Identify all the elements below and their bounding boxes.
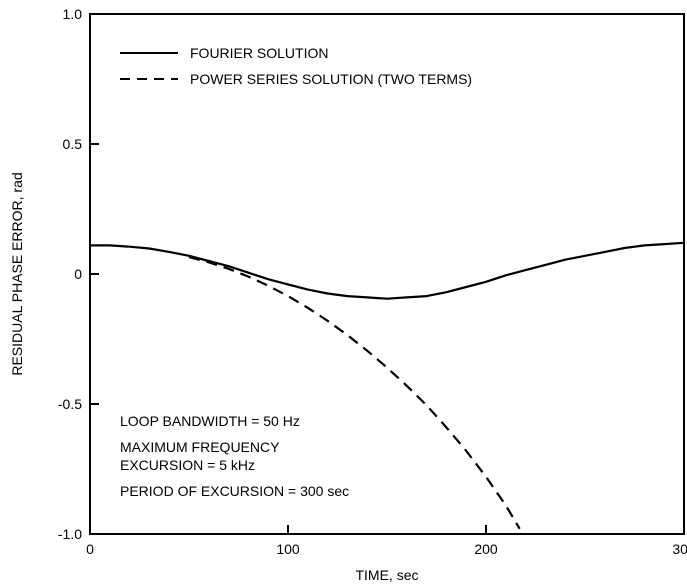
annotation-block: LOOP BANDWIDTH = 50 Hz MAXIMUM FREQUENCY… (120, 413, 349, 499)
legend-label-fourier: FOURIER SOLUTION (190, 45, 328, 61)
annotation-period: PERIOD OF EXCURSION = 300 sec (120, 483, 349, 499)
y-tick-label: -0.5 (58, 396, 82, 412)
y-axis-label: RESIDUAL PHASE ERROR, rad (9, 172, 25, 375)
x-tick-label: 200 (474, 541, 498, 557)
series-group (90, 241, 685, 530)
annotation-max-frequency: MAXIMUM FREQUENCY (120, 439, 280, 455)
x-tick-label: 0 (86, 541, 94, 557)
x-axis-ticks: 0 100 200 300 (86, 525, 687, 557)
x-axis-label: TIME, sec (355, 567, 418, 583)
legend-label-power-series: POWER SERIES SOLUTION (TWO TERMS) (190, 71, 472, 87)
series-line-fourier (90, 241, 685, 300)
y-tick-label: 0.5 (63, 136, 83, 152)
series-line-power-series (188, 256, 521, 530)
y-tick-label: 1.0 (63, 6, 83, 22)
x-tick-label: 300 (672, 541, 687, 557)
y-axis-ticks: 1.0 0.5 0 -0.5 -1.0 (58, 6, 99, 542)
plot-frame (89, 13, 685, 535)
annotation-excursion: EXCURSION = 5 kHz (120, 457, 255, 473)
x-tick-label: 100 (276, 541, 300, 557)
legend: FOURIER SOLUTION POWER SERIES SOLUTION (… (120, 45, 472, 87)
y-tick-label: -1.0 (58, 526, 82, 542)
y-tick-label: 0 (74, 266, 82, 282)
annotation-loop-bandwidth: LOOP BANDWIDTH = 50 Hz (120, 413, 300, 429)
